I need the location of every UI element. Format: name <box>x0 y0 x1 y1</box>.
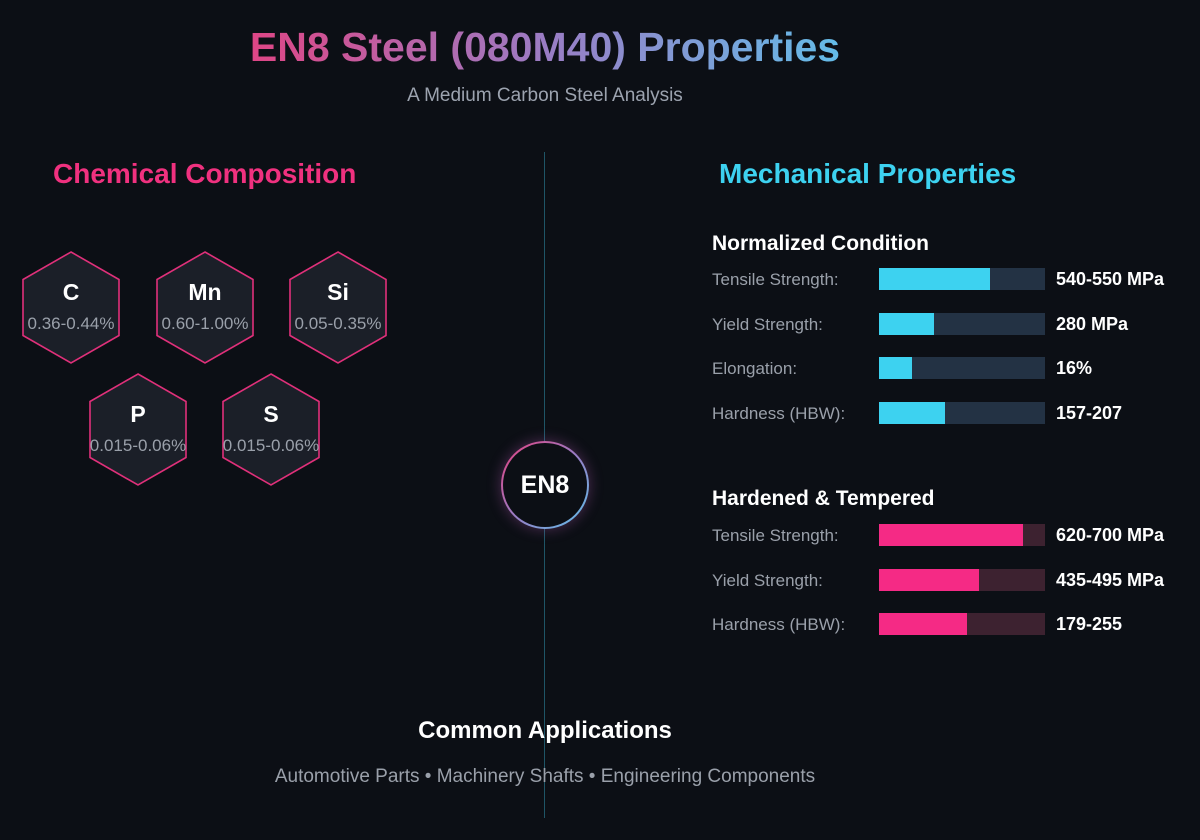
property-label: Elongation: <box>712 359 798 378</box>
element-range: 0.05-0.35% <box>294 314 382 333</box>
property-label: Yield Strength: <box>712 570 823 590</box>
hexagon-shape <box>156 251 254 364</box>
element-range: 0.60-1.00% <box>161 314 249 333</box>
property-bar-fill <box>879 613 967 635</box>
property-row: Elongation: 16% <box>712 357 1192 381</box>
element-symbol: S <box>263 401 279 427</box>
element-range: 0.015-0.06% <box>89 436 187 455</box>
property-row: Yield Strength: 280 MPa <box>712 312 1192 337</box>
property-bar-fill <box>879 312 934 335</box>
page-subtitle: A Medium Carbon Steel Analysis <box>407 85 683 106</box>
property-value: 540-550 MPa <box>1056 269 1165 289</box>
page-title: EN8 Steel (080M40) Properties <box>0 24 1090 71</box>
property-value: 16% <box>1056 358 1093 378</box>
property-row: Yield Strength: 435-495 MPa <box>712 568 1192 593</box>
element-symbol: C <box>62 279 80 305</box>
en8-badge-label: EN8 <box>503 443 587 527</box>
property-value: 157-207 <box>1056 402 1123 423</box>
property-value: 280 MPa <box>1056 313 1129 334</box>
hexagon-shape <box>89 373 187 486</box>
element-symbol: Si <box>327 279 349 305</box>
property-bar-track <box>879 268 1045 290</box>
element-range: 0.36-0.44% <box>27 314 115 333</box>
property-bar-track <box>879 401 1045 424</box>
property-bar-fill <box>879 568 979 591</box>
element-hex-s: S 0.015-0.06% <box>222 373 320 486</box>
element-symbol: Mn <box>188 279 222 305</box>
property-label: Hardness (HBW): <box>712 403 846 423</box>
property-row: Tensile Strength: 620-700 MPa <box>712 524 1192 548</box>
property-row: Hardness (HBW): 179-255 <box>712 613 1192 637</box>
chemical-composition-heading: Chemical Composition <box>53 158 357 189</box>
property-bar-track <box>879 613 1045 635</box>
hardened-tempered-heading: Hardened & Tempered <box>712 487 935 510</box>
property-bar-track <box>879 357 1045 379</box>
mechanical-properties-heading: Mechanical Properties <box>719 158 1017 189</box>
element-hex-p: P 0.015-0.06% <box>89 373 187 486</box>
property-label: Yield Strength: <box>712 314 823 334</box>
property-value: 620-700 MPa <box>1056 525 1165 545</box>
property-value: 435-495 MPa <box>1056 569 1165 590</box>
en8-badge: EN8 <box>501 441 589 529</box>
property-bar-track <box>879 524 1045 546</box>
element-symbol: P <box>130 401 146 427</box>
element-range: 0.015-0.06% <box>222 436 320 455</box>
applications-list: Automotive Parts • Machinery Shafts • En… <box>274 766 816 787</box>
hexagon-shape <box>222 373 320 486</box>
hexagon-shape <box>22 251 120 364</box>
property-label: Tensile Strength: <box>712 270 839 289</box>
applications-heading: Common Applications <box>418 717 672 744</box>
hexagon-shape <box>289 251 387 364</box>
element-hex-mn: Mn 0.60-1.00% <box>156 251 254 364</box>
property-row: Hardness (HBW): 157-207 <box>712 401 1192 426</box>
property-label: Hardness (HBW): <box>712 615 846 634</box>
property-value: 179-255 <box>1056 614 1123 634</box>
property-bar-fill <box>879 524 1024 546</box>
property-label: Tensile Strength: <box>712 526 839 545</box>
property-bar-fill <box>879 357 913 379</box>
element-hex-si: Si 0.05-0.35% <box>289 251 387 364</box>
property-bar-fill <box>879 401 946 424</box>
normalized-condition-heading: Normalized Condition <box>712 232 929 255</box>
element-hex-c: C 0.36-0.44% <box>22 251 120 364</box>
property-bar-fill <box>879 268 991 290</box>
property-bar-track <box>879 312 1045 335</box>
property-row: Tensile Strength: 540-550 MPa <box>712 268 1192 292</box>
property-bar-track <box>879 568 1045 591</box>
